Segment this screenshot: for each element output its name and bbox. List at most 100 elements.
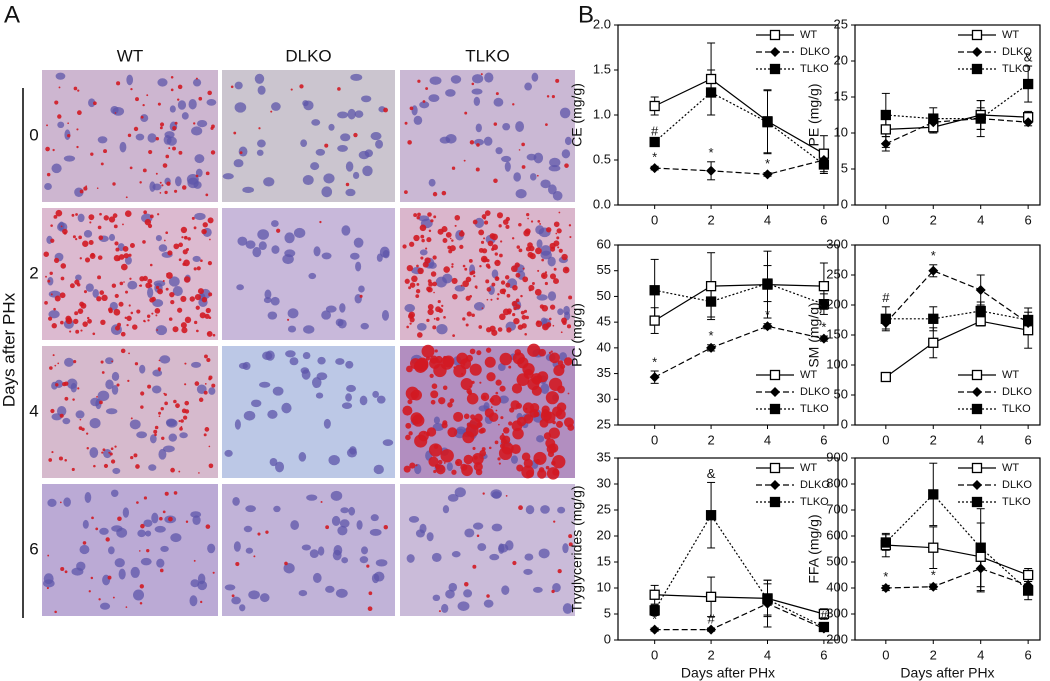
- lipid-droplet: [548, 351, 552, 354]
- lipid-droplet: [541, 305, 549, 312]
- lipid-droplet: [459, 244, 464, 250]
- lipid-droplet: [536, 320, 540, 324]
- y-tick-label: 35: [597, 449, 611, 464]
- nucleus: [350, 252, 360, 260]
- lipid-droplet: [556, 236, 560, 240]
- lipid-droplet: [478, 325, 483, 329]
- nucleus: [105, 357, 114, 365]
- nucleus: [108, 546, 115, 555]
- lipid-droplet: [51, 323, 57, 329]
- lipid-droplet: [476, 143, 480, 147]
- data-point: [1023, 117, 1034, 128]
- lipid-droplet: [139, 276, 145, 282]
- lipid-droplet: [96, 187, 99, 189]
- y-tick-label: 5: [604, 605, 611, 620]
- lipid-droplet: [198, 472, 200, 474]
- significance-label: &: [707, 466, 716, 481]
- data-point: [928, 113, 939, 124]
- lipid-droplet: [45, 146, 50, 152]
- lipid-droplet: [105, 537, 110, 542]
- nucleus: [47, 276, 54, 286]
- lipid-droplet: [50, 293, 53, 296]
- nucleus: [272, 386, 284, 396]
- lipid-droplet: [64, 570, 68, 574]
- lipid-droplet: [196, 329, 199, 333]
- lipid-droplet: [76, 145, 79, 149]
- lipid-droplet: [430, 399, 436, 405]
- nucleus: [310, 162, 320, 171]
- y-tick-label: 0: [841, 416, 848, 431]
- lipid-droplet: [497, 457, 501, 461]
- nucleus: [108, 233, 116, 242]
- lipid-droplet: [479, 265, 482, 268]
- lipid-droplet: [154, 308, 161, 314]
- lipid-droplet: [139, 181, 142, 184]
- legend-label: TLKO: [800, 403, 829, 415]
- lipid-droplet: [433, 317, 436, 320]
- lipid-droplet: [185, 520, 189, 523]
- nucleus: [428, 262, 437, 269]
- lipid-droplet: [430, 219, 434, 223]
- lipid-droplet: [438, 397, 446, 405]
- x-tick-label: 0: [882, 647, 889, 662]
- nucleus: [540, 317, 548, 326]
- lipid-droplet: [89, 221, 92, 224]
- lipid-droplet: [209, 238, 211, 241]
- lipid-droplet: [126, 324, 129, 327]
- y-axis-label: FFA (mg/g): [806, 514, 822, 583]
- y-tick-label: 400: [826, 579, 848, 594]
- lipid-droplet: [325, 525, 330, 530]
- nucleus: [55, 72, 66, 80]
- significance-label: #: [707, 611, 715, 626]
- nucleus: [375, 559, 388, 567]
- nucleus: [127, 280, 138, 290]
- lipid-droplet: [59, 292, 66, 299]
- lipid-droplet: [435, 317, 440, 321]
- x-tick-label: 4: [977, 432, 984, 447]
- nucleus: [224, 449, 233, 457]
- nucleus: [257, 85, 266, 95]
- lipid-droplet: [299, 84, 304, 89]
- lipid-droplet: [204, 313, 210, 319]
- lipid-droplet: [454, 224, 457, 227]
- x-tick-label: 6: [820, 647, 827, 662]
- legend-label: WT: [1002, 29, 1019, 41]
- nucleus: [435, 276, 447, 288]
- series-line: [654, 78, 825, 155]
- nucleus: [345, 393, 352, 402]
- lipid-droplet: [424, 257, 431, 264]
- lipid-droplet: [320, 500, 323, 503]
- nucleus: [56, 405, 67, 417]
- x-tick-label: 0: [651, 647, 658, 662]
- data-point: [928, 313, 939, 324]
- nucleus: [381, 309, 390, 321]
- nucleus: [206, 99, 217, 106]
- lipid-droplet: [147, 384, 152, 389]
- lipid-droplet: [128, 304, 131, 307]
- lipid-droplet: [555, 420, 564, 428]
- lipid-droplet: [100, 319, 106, 326]
- lipid-droplet: [545, 123, 548, 126]
- nucleus: [483, 402, 490, 411]
- lipid-droplet: [199, 312, 206, 319]
- nucleus: [224, 584, 236, 591]
- lipid-droplet: [108, 307, 113, 312]
- lipid-droplet: [470, 414, 476, 420]
- lipid-droplet: [204, 383, 207, 385]
- lipid-droplet: [177, 84, 183, 90]
- x-tick-label: 2: [707, 647, 714, 662]
- nucleus: [483, 136, 493, 146]
- lipid-droplet: [112, 182, 116, 186]
- row-label: 0: [29, 125, 38, 144]
- nucleus: [524, 553, 534, 561]
- data-point: [1022, 314, 1034, 326]
- lipid-droplet: [512, 284, 518, 291]
- lipid-droplet: [487, 240, 494, 247]
- lipid-droplet: [207, 90, 212, 96]
- nucleus: [530, 173, 537, 181]
- nucleus: [154, 525, 166, 533]
- lipid-droplet: [556, 402, 567, 412]
- nucleus: [283, 563, 295, 574]
- lipid-droplet: [366, 564, 370, 568]
- lipid-droplet: [515, 402, 523, 409]
